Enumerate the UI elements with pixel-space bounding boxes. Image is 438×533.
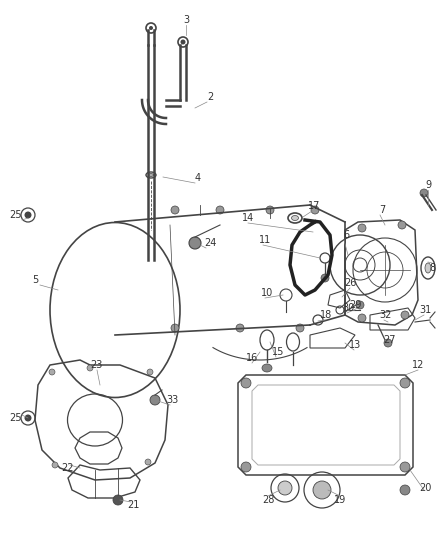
Circle shape (400, 462, 410, 472)
Circle shape (171, 206, 179, 214)
Circle shape (216, 206, 224, 214)
Text: 13: 13 (349, 340, 361, 350)
Text: 15: 15 (272, 347, 284, 357)
Circle shape (180, 39, 186, 44)
Text: 4: 4 (195, 173, 201, 183)
Text: 26: 26 (344, 278, 356, 288)
Text: 18: 18 (320, 310, 332, 320)
Circle shape (189, 237, 201, 249)
Circle shape (358, 314, 366, 322)
Circle shape (52, 462, 58, 468)
Text: 12: 12 (412, 360, 424, 370)
Text: 14: 14 (242, 213, 254, 223)
Text: 20: 20 (419, 483, 431, 493)
Circle shape (49, 369, 55, 375)
Circle shape (401, 311, 409, 319)
Ellipse shape (292, 215, 299, 221)
Circle shape (398, 221, 406, 229)
Circle shape (145, 459, 151, 465)
Text: 27: 27 (384, 335, 396, 345)
Circle shape (113, 495, 123, 505)
Text: 21: 21 (127, 500, 139, 510)
Circle shape (420, 189, 428, 197)
Circle shape (266, 206, 274, 214)
Text: 19: 19 (334, 495, 346, 505)
Circle shape (171, 324, 179, 332)
Text: 11: 11 (259, 235, 271, 245)
Circle shape (278, 481, 292, 495)
Text: 23: 23 (90, 360, 102, 370)
Text: 8: 8 (429, 263, 435, 273)
Ellipse shape (262, 364, 272, 372)
Circle shape (25, 212, 32, 219)
Circle shape (400, 485, 410, 495)
Circle shape (358, 224, 366, 232)
Circle shape (321, 274, 329, 282)
Text: 31: 31 (419, 305, 431, 315)
Circle shape (356, 301, 364, 309)
Circle shape (236, 324, 244, 332)
Text: 25: 25 (9, 413, 21, 423)
Ellipse shape (148, 174, 153, 176)
Text: 28: 28 (262, 495, 274, 505)
Circle shape (241, 462, 251, 472)
Circle shape (149, 26, 153, 30)
Text: 2: 2 (207, 92, 213, 102)
Circle shape (87, 365, 93, 371)
Text: 33: 33 (166, 395, 178, 405)
Circle shape (311, 206, 319, 214)
Text: 10: 10 (261, 288, 273, 298)
Text: 29: 29 (349, 300, 361, 310)
Text: 16: 16 (246, 353, 258, 363)
Circle shape (241, 378, 251, 388)
Circle shape (150, 395, 160, 405)
Circle shape (296, 324, 304, 332)
Text: 5: 5 (32, 275, 38, 285)
Circle shape (147, 369, 153, 375)
Circle shape (400, 378, 410, 388)
Text: 3: 3 (183, 15, 189, 25)
Text: 6: 6 (343, 230, 349, 240)
Text: 17: 17 (308, 201, 320, 211)
Circle shape (313, 481, 331, 499)
Circle shape (25, 415, 32, 422)
Ellipse shape (425, 263, 431, 273)
Text: 7: 7 (379, 205, 385, 215)
Text: 25: 25 (9, 210, 21, 220)
Text: 32: 32 (379, 310, 391, 320)
Text: 22: 22 (62, 463, 74, 473)
Text: 24: 24 (204, 238, 216, 248)
Text: 9: 9 (425, 180, 431, 190)
Circle shape (384, 339, 392, 347)
Text: 30: 30 (342, 303, 354, 313)
